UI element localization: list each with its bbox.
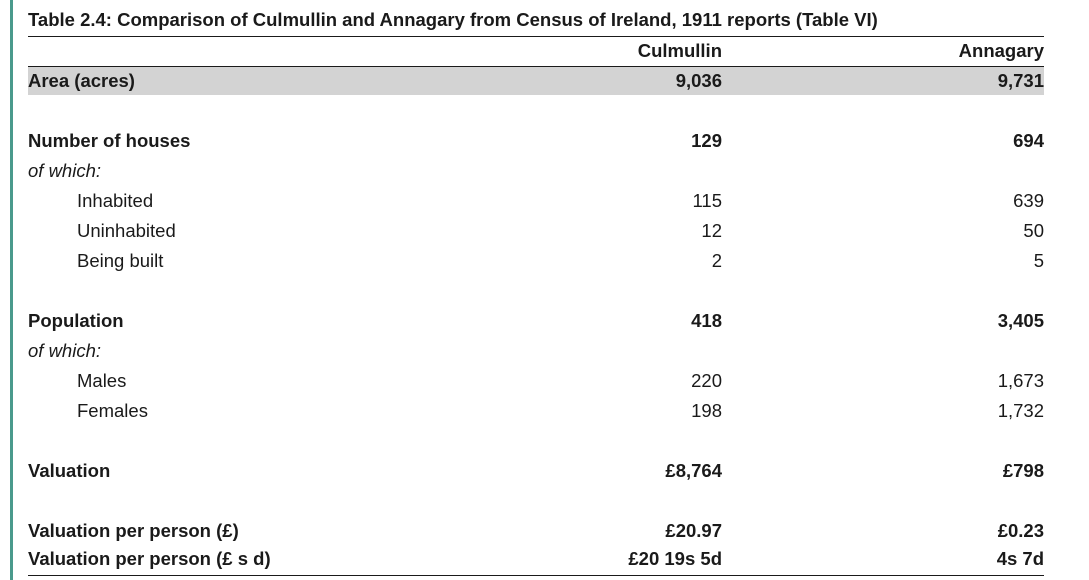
column-header-row: Culmullin Annagary: [28, 38, 1044, 64]
cell-culmullin: 115: [692, 190, 723, 211]
table-row-population: Population 418 3,405: [28, 306, 1044, 336]
cell-culmullin: 2: [711, 250, 722, 271]
cell-annagary: £798: [1002, 460, 1044, 481]
cell-culmullin: £20.97: [665, 520, 722, 541]
table-row-females: Females 198 1,732: [28, 396, 1044, 426]
table-row-uninhabited: Uninhabited 12 50: [28, 216, 1044, 246]
cell-culmullin: 418: [691, 310, 722, 331]
cell-culmullin: 12: [701, 220, 722, 241]
table-row-being-built: Being built 2 5: [28, 246, 1044, 276]
cell-annagary: 694: [1013, 130, 1044, 151]
table-row-houses: Number of houses 129 694: [28, 126, 1044, 156]
cell-annagary: 1,732: [997, 400, 1044, 421]
row-label: Females: [77, 400, 148, 421]
bottom-rule: [28, 575, 1044, 576]
cell-annagary: 50: [1023, 220, 1044, 241]
row-label: Number of houses: [28, 130, 191, 151]
cell-culmullin: 198: [691, 400, 722, 421]
cell-annagary: 5: [1033, 250, 1044, 271]
caption-rule: [28, 36, 1044, 37]
table-row-of-which: of which:: [28, 336, 1044, 366]
table-row-valuation-per-person: Valuation per person (£) £20.97 £0.23: [28, 516, 1044, 546]
cell-culmullin: £8,764: [665, 460, 722, 481]
table-row-of-which: of which:: [28, 156, 1044, 186]
cell-annagary: 1,673: [997, 370, 1044, 391]
table-row-valuation-per-person-lsd: Valuation per person (£ s d) £20 19s 5d …: [28, 544, 1044, 574]
cell-culmullin: £20 19s 5d: [628, 548, 722, 569]
row-label: Inhabited: [77, 190, 154, 211]
row-label: Uninhabited: [77, 220, 176, 241]
cell-culmullin: 220: [691, 370, 722, 391]
table-row-inhabited: Inhabited 115 639: [28, 186, 1044, 216]
row-label: Population: [28, 310, 124, 331]
table-caption: Table 2.4: Comparison of Culmullin and A…: [28, 9, 878, 30]
row-label: of which:: [28, 160, 102, 181]
row-label: Males: [77, 370, 127, 391]
table-row-males: Males 220 1,673: [28, 366, 1044, 396]
row-label: of which:: [28, 340, 102, 361]
column-header-culmullin: Culmullin: [637, 40, 722, 61]
cell-annagary: 9,731: [997, 70, 1044, 91]
cell-culmullin: 9,036: [675, 70, 722, 91]
row-label: Area (acres): [28, 70, 135, 91]
cell-culmullin: 129: [691, 130, 722, 151]
table-row-area: Area (acres) 9,036 9,731: [28, 67, 1044, 95]
cell-annagary: 639: [1013, 190, 1044, 211]
row-label: Being built: [77, 250, 164, 271]
cell-annagary: £0.23: [997, 520, 1044, 541]
row-label: Valuation: [28, 460, 111, 481]
table-row-valuation: Valuation £8,764 £798: [28, 456, 1044, 486]
header-rule: [28, 66, 1044, 67]
row-label: Valuation per person (£): [28, 520, 239, 541]
cell-annagary: 3,405: [997, 310, 1044, 331]
column-header-annagary: Annagary: [958, 40, 1044, 61]
row-label: Valuation per person (£ s d): [28, 548, 271, 569]
cell-annagary: 4s 7d: [996, 548, 1044, 569]
left-margin-rule: [10, 0, 13, 580]
